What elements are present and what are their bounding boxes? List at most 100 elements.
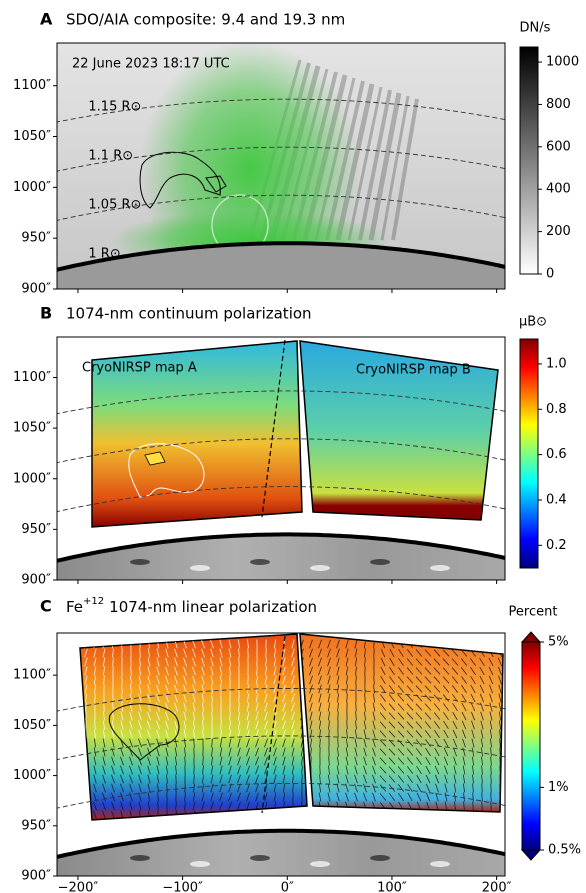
colorbar-label: μB⊙	[519, 315, 547, 330]
vector	[165, 738, 169, 748]
vector	[237, 792, 241, 802]
vector	[415, 721, 423, 729]
vector	[282, 711, 286, 721]
vector	[183, 657, 187, 667]
vector	[327, 657, 331, 667]
vector	[388, 730, 396, 738]
seam	[261, 339, 286, 518]
vector	[156, 720, 160, 730]
vector	[425, 765, 431, 775]
vector	[336, 666, 340, 676]
vector	[121, 648, 123, 658]
vector	[372, 792, 376, 802]
vector	[310, 756, 312, 766]
vector	[354, 720, 358, 730]
vector	[380, 666, 386, 676]
vector	[327, 774, 331, 784]
vector	[379, 730, 387, 738]
vector	[490, 738, 492, 748]
vector	[291, 702, 295, 712]
vector	[363, 711, 367, 721]
vector	[192, 720, 196, 730]
map	[299, 340, 499, 521]
vector	[264, 720, 268, 730]
vector	[434, 747, 440, 757]
vector	[219, 792, 223, 802]
panel-title: SDO/AIA composite: 9.4 and 19.3 nm	[66, 11, 345, 29]
vector	[274, 639, 276, 649]
vector	[462, 765, 466, 775]
vector	[102, 801, 106, 811]
vector	[165, 774, 169, 784]
vector	[309, 738, 313, 748]
vector	[461, 685, 467, 693]
vector	[346, 729, 348, 739]
vector	[354, 657, 358, 667]
vector	[129, 765, 133, 775]
vector	[363, 648, 367, 658]
vector	[336, 648, 340, 658]
vector	[364, 702, 366, 712]
vector	[237, 783, 241, 793]
y-tick-label: 900″	[21, 573, 51, 588]
vector	[454, 801, 456, 811]
vector	[442, 694, 450, 702]
vector	[183, 738, 187, 748]
vector	[300, 756, 304, 766]
vector	[291, 684, 295, 694]
vector	[84, 648, 88, 658]
vector	[192, 675, 196, 685]
vector	[228, 792, 232, 802]
radius-label: 1.15 R⊙	[88, 100, 141, 115]
vector	[337, 738, 339, 748]
vector	[336, 765, 340, 775]
vector	[273, 747, 277, 757]
vector	[202, 720, 204, 730]
vector	[461, 720, 467, 730]
vector	[102, 729, 106, 739]
vector	[129, 792, 133, 802]
title-base: Fe	[66, 598, 83, 616]
vector	[328, 765, 330, 775]
radius-label: 1 R⊙	[88, 246, 120, 261]
vector	[479, 675, 485, 685]
vector	[398, 801, 404, 811]
vector	[397, 757, 405, 765]
vector	[499, 720, 501, 730]
vector	[192, 792, 196, 802]
vector	[130, 666, 132, 676]
vector	[319, 774, 321, 784]
vector	[93, 648, 97, 658]
vector	[346, 684, 348, 694]
vector	[129, 783, 133, 793]
colorbar	[519, 46, 539, 275]
vector	[397, 712, 405, 720]
vector	[228, 747, 232, 757]
vector	[165, 729, 169, 739]
vector	[291, 693, 295, 703]
vector	[201, 675, 205, 685]
vector	[415, 658, 423, 666]
vector	[309, 711, 313, 721]
vector	[174, 693, 178, 703]
vector	[282, 648, 286, 658]
vector	[309, 702, 313, 712]
y-tick-label: 950″	[21, 231, 51, 246]
vector	[282, 774, 286, 784]
vector	[327, 639, 331, 649]
vector	[379, 721, 387, 729]
vector	[442, 676, 450, 684]
vector	[273, 720, 277, 730]
vector	[147, 783, 151, 793]
vector	[210, 774, 214, 784]
vector	[397, 739, 405, 747]
vector	[310, 747, 312, 757]
vector	[380, 694, 386, 702]
vector	[453, 765, 457, 775]
colorbar-tick-label: 800	[546, 97, 571, 112]
vector	[138, 675, 142, 685]
streak	[347, 86, 383, 241]
vector	[129, 756, 133, 766]
vector	[211, 711, 213, 721]
vector	[264, 657, 268, 667]
